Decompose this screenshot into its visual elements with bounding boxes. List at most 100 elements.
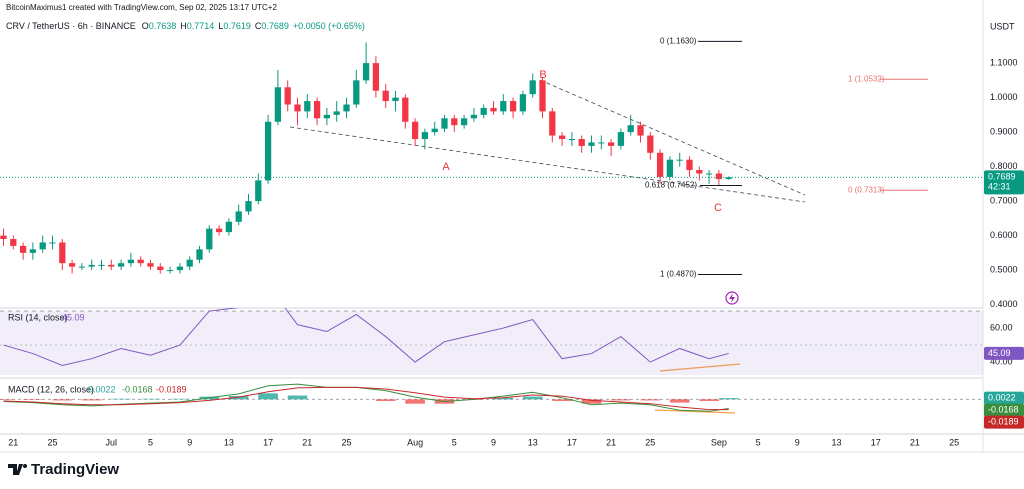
- y-tick-label: 40.00: [990, 356, 1013, 366]
- macd-histogram-bar: [611, 399, 631, 401]
- ohlc-value: 0.7638: [149, 21, 177, 31]
- candle-body: [441, 118, 448, 129]
- candle-body: [78, 266, 86, 268]
- ohlc-label: O: [142, 21, 149, 31]
- candle-body: [627, 125, 634, 133]
- panel-value: -0.0168: [122, 384, 153, 394]
- candle-body: [617, 132, 625, 146]
- candle-body: [372, 63, 380, 91]
- y-tick-label: 0.9000: [990, 126, 1018, 136]
- macd-histogram-bar: [287, 395, 308, 400]
- candle-body: [186, 259, 193, 267]
- macd-histogram-bar: [405, 399, 425, 404]
- candle-body: [539, 80, 546, 112]
- candle-body: [647, 135, 654, 153]
- candle-body: [166, 270, 174, 272]
- divergence-line: [659, 363, 741, 372]
- candle-body: [19, 245, 27, 253]
- rsi-badge-bg: [984, 346, 1024, 360]
- macd-plot: [0, 383, 983, 412]
- wave-label: B: [539, 69, 546, 81]
- candle-body: [117, 263, 125, 267]
- candle-body: [245, 201, 252, 212]
- x-tick-label: 21: [910, 437, 920, 447]
- candle-body: [108, 264, 115, 267]
- ohlc-value: 0.7714: [187, 21, 215, 31]
- x-tick-label: Sep: [711, 437, 727, 447]
- candle-body: [500, 101, 507, 112]
- y-tick-label: 0.8000: [990, 161, 1018, 171]
- fib-label: 1 (0.4870): [660, 270, 697, 279]
- alert-icon[interactable]: [725, 291, 739, 305]
- x-tick-label: 25: [645, 437, 655, 447]
- macd-badge-bg: [984, 391, 1024, 405]
- trendlines: [289, 79, 806, 203]
- currency: USDT: [990, 21, 1015, 31]
- macd-histogram-bar: [140, 398, 161, 400]
- macd-badge-text: -0.0189: [988, 417, 1019, 427]
- x-tick-label: 21: [606, 437, 616, 447]
- candle-body: [519, 94, 527, 112]
- divergence-line: [654, 409, 736, 414]
- macd-badge: 0.0022: [984, 391, 1024, 405]
- y-tick-label: 60.00: [990, 322, 1013, 332]
- candle-body: [588, 142, 595, 146]
- y-tick-label: 0.5000: [990, 264, 1018, 274]
- candle-body: [392, 97, 399, 102]
- candle-body: [29, 249, 37, 253]
- candle-body: [88, 264, 95, 267]
- candle-body: [215, 228, 223, 233]
- logo-text: TradingView: [31, 461, 119, 478]
- macd-histogram-bar: [81, 399, 102, 401]
- macd-histogram-bar: [718, 398, 739, 400]
- macd-badge: -0.0168: [984, 403, 1024, 417]
- macd-histogram-bar: [669, 399, 690, 403]
- last-price-badge-bg: [984, 170, 1024, 195]
- candle-body: [98, 264, 105, 266]
- symbol-line: CRV / TetherUS · 6h · BINANCE O0.7638 H0.7…: [6, 21, 365, 31]
- macd-line: [3, 383, 729, 412]
- candle-body: [353, 80, 360, 105]
- wave-label: A: [442, 161, 450, 173]
- last-price-text: 0.7689: [988, 172, 1016, 182]
- candle-body: [196, 249, 203, 260]
- x-tick-label: Aug: [407, 437, 423, 447]
- macd-histogram-bar: [228, 396, 249, 400]
- candle-body: [147, 263, 154, 267]
- panel-title: MACD (12, 26, close): [8, 384, 94, 394]
- candle-body: [431, 128, 438, 133]
- x-tick-label: 17: [263, 437, 273, 447]
- candle-body: [460, 118, 468, 126]
- logo-icon: [23, 464, 27, 468]
- macd-badge-text: -0.0168: [988, 405, 1019, 415]
- macd-histogram-bar: [522, 396, 543, 400]
- candle-body: [68, 263, 76, 267]
- candle-body: [284, 87, 291, 105]
- countdown-text: 42:31: [988, 182, 1011, 192]
- candle-body: [490, 107, 497, 112]
- x-tick-label: 5: [756, 437, 761, 447]
- candle-body: [157, 266, 164, 271]
- candle-body: [304, 101, 311, 112]
- rsi-band: [0, 311, 983, 375]
- candle-body: [558, 135, 566, 139]
- candle-body: [294, 104, 301, 112]
- x-tick-label: 13: [831, 437, 841, 447]
- candle-body: [676, 159, 683, 161]
- x-tick-label: 21: [302, 437, 312, 447]
- trendline: [289, 126, 806, 203]
- candle-body: [725, 177, 732, 180]
- ohlc-value: 0.7689: [261, 21, 289, 31]
- candle-body: [656, 152, 664, 177]
- candle-body: [421, 132, 429, 139]
- macd-histogram-bar: [699, 399, 719, 401]
- macd-badge-bg: [984, 415, 1024, 429]
- x-tick-label: 25: [47, 437, 57, 447]
- candle-body: [666, 159, 674, 177]
- x-tick-label: 25: [341, 437, 351, 447]
- candle-body: [470, 114, 478, 119]
